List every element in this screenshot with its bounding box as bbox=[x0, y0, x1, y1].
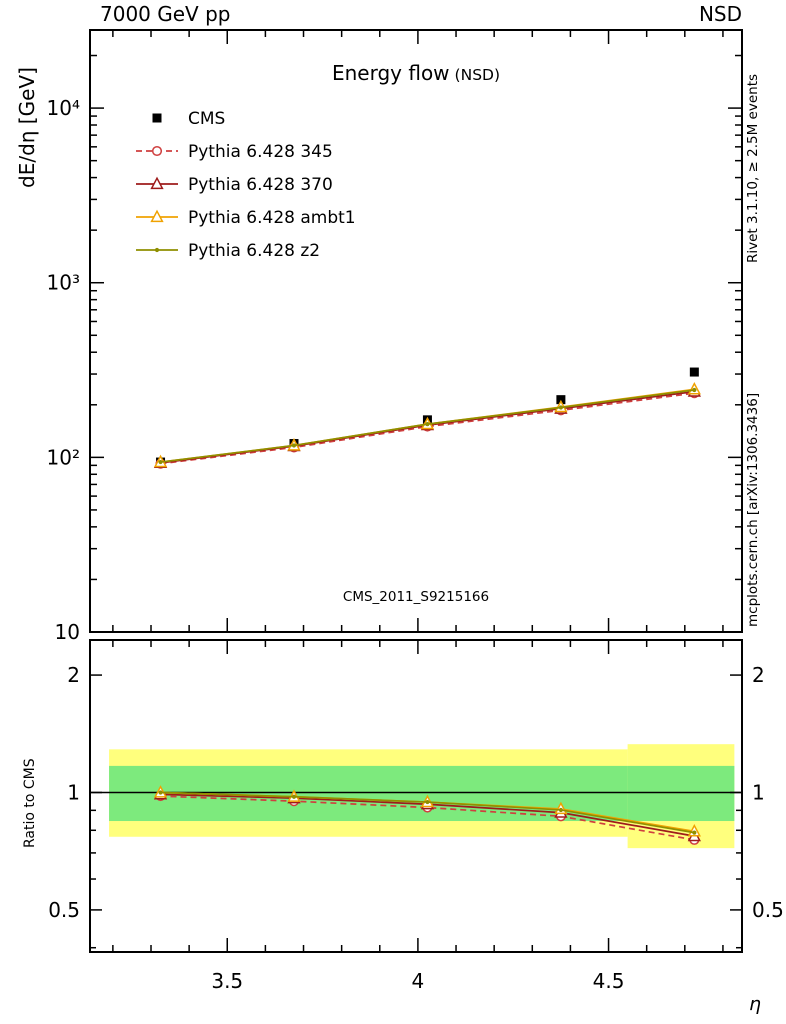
dot-marker bbox=[425, 799, 430, 805]
open-triangle-marker bbox=[150, 176, 164, 190]
legend-label-pythia-6-428-z2: Pythia 6.428 z2 bbox=[188, 241, 320, 261]
dot-marker bbox=[558, 807, 563, 813]
ratio-tick-label-right: 0.5 bbox=[752, 898, 784, 922]
ratio-tick-label-left: 2 bbox=[67, 663, 80, 687]
y-tick-label: 10⁴ bbox=[47, 96, 80, 120]
rivet-version-note: Rivet 3.1.10, ≥ 2.5M events bbox=[745, 74, 761, 263]
legend-label-cms: CMS bbox=[188, 109, 225, 129]
ratio-panel-frame bbox=[89, 639, 743, 953]
open-circle-marker bbox=[151, 145, 163, 157]
x-tick-label: 3.5 bbox=[211, 969, 243, 993]
dot-marker bbox=[692, 830, 697, 835]
dot-marker bbox=[692, 387, 697, 393]
chart-render-layer: 3.5 4 4.5 10 10² 10³ 10⁴ 0.5 0.5 1 1 2 2 CMS Pythia 6.… bbox=[47, 29, 784, 993]
dot-marker bbox=[158, 459, 163, 465]
cms-square-marker bbox=[556, 395, 566, 405]
x-tick-label: 4 bbox=[412, 969, 425, 993]
dot-marker bbox=[425, 422, 430, 427]
ratio-tick-label-left: 1 bbox=[67, 780, 80, 804]
plot-title-main: Energy flow bbox=[332, 61, 450, 85]
plot-title-suffix: (NSD) bbox=[455, 66, 500, 84]
main-panel-frame bbox=[89, 29, 743, 633]
inner-uncertainty-band bbox=[627, 765, 735, 822]
collision-energy-label: 7000 GeV pp bbox=[100, 2, 231, 26]
ratio-axis-label: Ratio to CMS bbox=[22, 758, 38, 848]
y-tick-label: 10³ bbox=[47, 271, 80, 295]
cms-square-marker bbox=[689, 367, 699, 377]
dot-marker bbox=[154, 247, 160, 253]
legend-label-pythia-6-428-370: Pythia 6.428 370 bbox=[188, 175, 333, 195]
x-axis-label: η bbox=[749, 993, 761, 1015]
event-class-label: NSD bbox=[699, 2, 742, 26]
ratio-tick-label-right: 1 bbox=[752, 780, 765, 804]
ratio-tick-label-right: 2 bbox=[752, 663, 765, 687]
analysis-watermark: CMS_2011_S9215166 bbox=[343, 589, 489, 605]
plot-title: Energy flow (NSD) bbox=[332, 61, 500, 85]
dot-marker bbox=[291, 443, 297, 448]
dot-marker bbox=[158, 790, 163, 795]
y-tick-label: 10² bbox=[47, 445, 80, 469]
y-axis-label: dE/dη [GeV] bbox=[15, 67, 39, 188]
cms-square-marker bbox=[152, 113, 162, 123]
x-tick-label: 4.5 bbox=[593, 969, 625, 993]
dot-marker bbox=[558, 405, 563, 410]
mcplots-arxiv-note: mcplots.cern.ch [arXiv:1306.3436] bbox=[745, 393, 761, 627]
legend-label-pythia-6-428-345: Pythia 6.428 345 bbox=[188, 142, 333, 162]
open-triangle-marker bbox=[150, 209, 164, 223]
ratio-tick-label-left: 0.5 bbox=[48, 898, 80, 922]
dot-marker bbox=[291, 794, 297, 799]
y-tick-label: 10 bbox=[55, 620, 80, 644]
legend-label-pythia-6-428-ambt1: Pythia 6.428 ambt1 bbox=[188, 208, 356, 228]
